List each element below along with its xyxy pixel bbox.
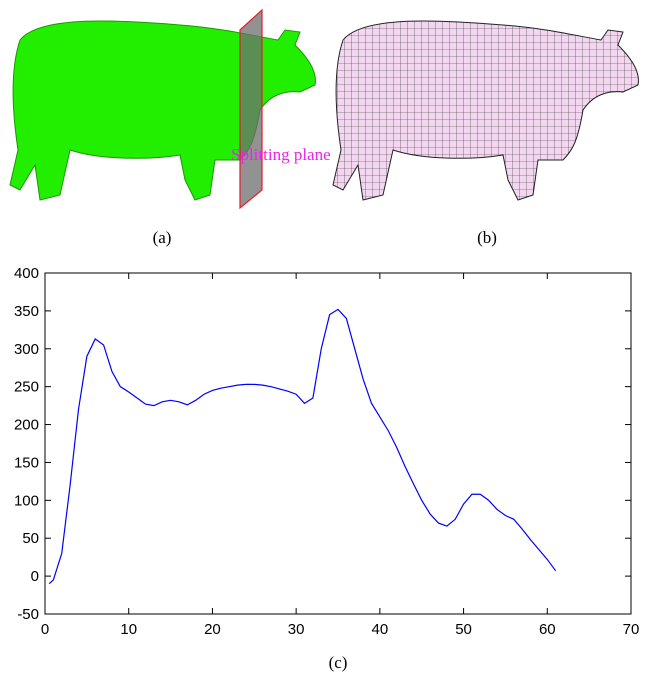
x-tick-label: 50	[455, 621, 472, 638]
panel-label: (c)	[329, 653, 348, 672]
y-tick-label: 350	[14, 303, 39, 320]
panel-label: (b)	[477, 228, 497, 247]
y-tick-label: 50	[22, 530, 39, 547]
data-line	[49, 309, 555, 583]
figure: Splitting plane (a) (b) (c) -50050100150…	[0, 0, 645, 680]
x-tick-label: 20	[204, 621, 221, 638]
x-tick-label: 30	[288, 621, 305, 638]
cow-voxels	[333, 21, 638, 200]
cow-mesh	[10, 21, 315, 200]
page: {"panels": [{"label": "(a)", "annotation…	[0, 0, 645, 680]
x-tick-label: 0	[41, 621, 49, 638]
splitting-plane	[240, 10, 262, 208]
y-tick-label: 150	[14, 454, 39, 471]
y-tick-label: 100	[14, 492, 39, 509]
x-tick-label: 70	[623, 621, 640, 638]
y-tick-label: 250	[14, 379, 39, 396]
x-tick-label: 40	[372, 621, 389, 638]
y-tick-label: 300	[14, 341, 39, 358]
y-tick-label: 400	[14, 265, 39, 282]
panel-label: (a)	[153, 228, 172, 247]
y-tick-label: 0	[31, 568, 39, 585]
x-tick-label: 10	[120, 621, 137, 638]
plane-annotation: Splitting plane	[231, 145, 331, 164]
plot-frame	[45, 273, 631, 614]
y-tick-label: 200	[14, 417, 39, 434]
x-tick-label: 60	[539, 621, 556, 638]
y-tick-label: -50	[17, 606, 39, 623]
